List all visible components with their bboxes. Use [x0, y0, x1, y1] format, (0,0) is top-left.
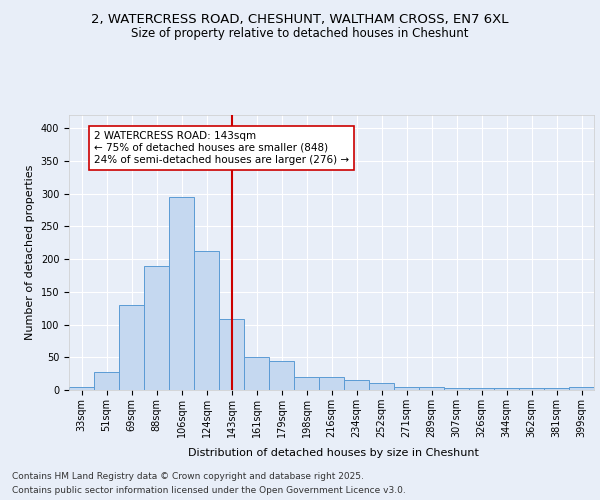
Bar: [369, 384, 394, 390]
Bar: [544, 388, 569, 390]
Bar: [144, 266, 169, 390]
Bar: [244, 358, 269, 390]
Text: Size of property relative to detached houses in Cheshunt: Size of property relative to detached ho…: [131, 28, 469, 40]
Text: Contains HM Land Registry data © Crown copyright and database right 2025.: Contains HM Land Registry data © Crown c…: [12, 472, 364, 481]
Text: 2, WATERCRESS ROAD, CHESHUNT, WALTHAM CROSS, EN7 6XL: 2, WATERCRESS ROAD, CHESHUNT, WALTHAM CR…: [91, 12, 509, 26]
Bar: [519, 388, 544, 390]
Text: Distribution of detached houses by size in Cheshunt: Distribution of detached houses by size …: [188, 448, 478, 458]
Bar: [269, 360, 294, 390]
Bar: [194, 251, 219, 390]
Text: Contains public sector information licensed under the Open Government Licence v3: Contains public sector information licen…: [12, 486, 406, 495]
Bar: [94, 372, 119, 390]
Bar: [344, 380, 369, 390]
Bar: [444, 388, 469, 390]
Bar: [219, 318, 244, 390]
Bar: [394, 388, 419, 390]
Text: 2 WATERCRESS ROAD: 143sqm
← 75% of detached houses are smaller (848)
24% of semi: 2 WATERCRESS ROAD: 143sqm ← 75% of detac…: [94, 132, 349, 164]
Y-axis label: Number of detached properties: Number of detached properties: [25, 165, 35, 340]
Bar: [69, 388, 94, 390]
Bar: [319, 377, 344, 390]
Bar: [119, 305, 144, 390]
Bar: [469, 388, 494, 390]
Bar: [294, 377, 319, 390]
Bar: [494, 388, 519, 390]
Bar: [169, 197, 194, 390]
Bar: [569, 388, 594, 390]
Bar: [419, 388, 444, 390]
